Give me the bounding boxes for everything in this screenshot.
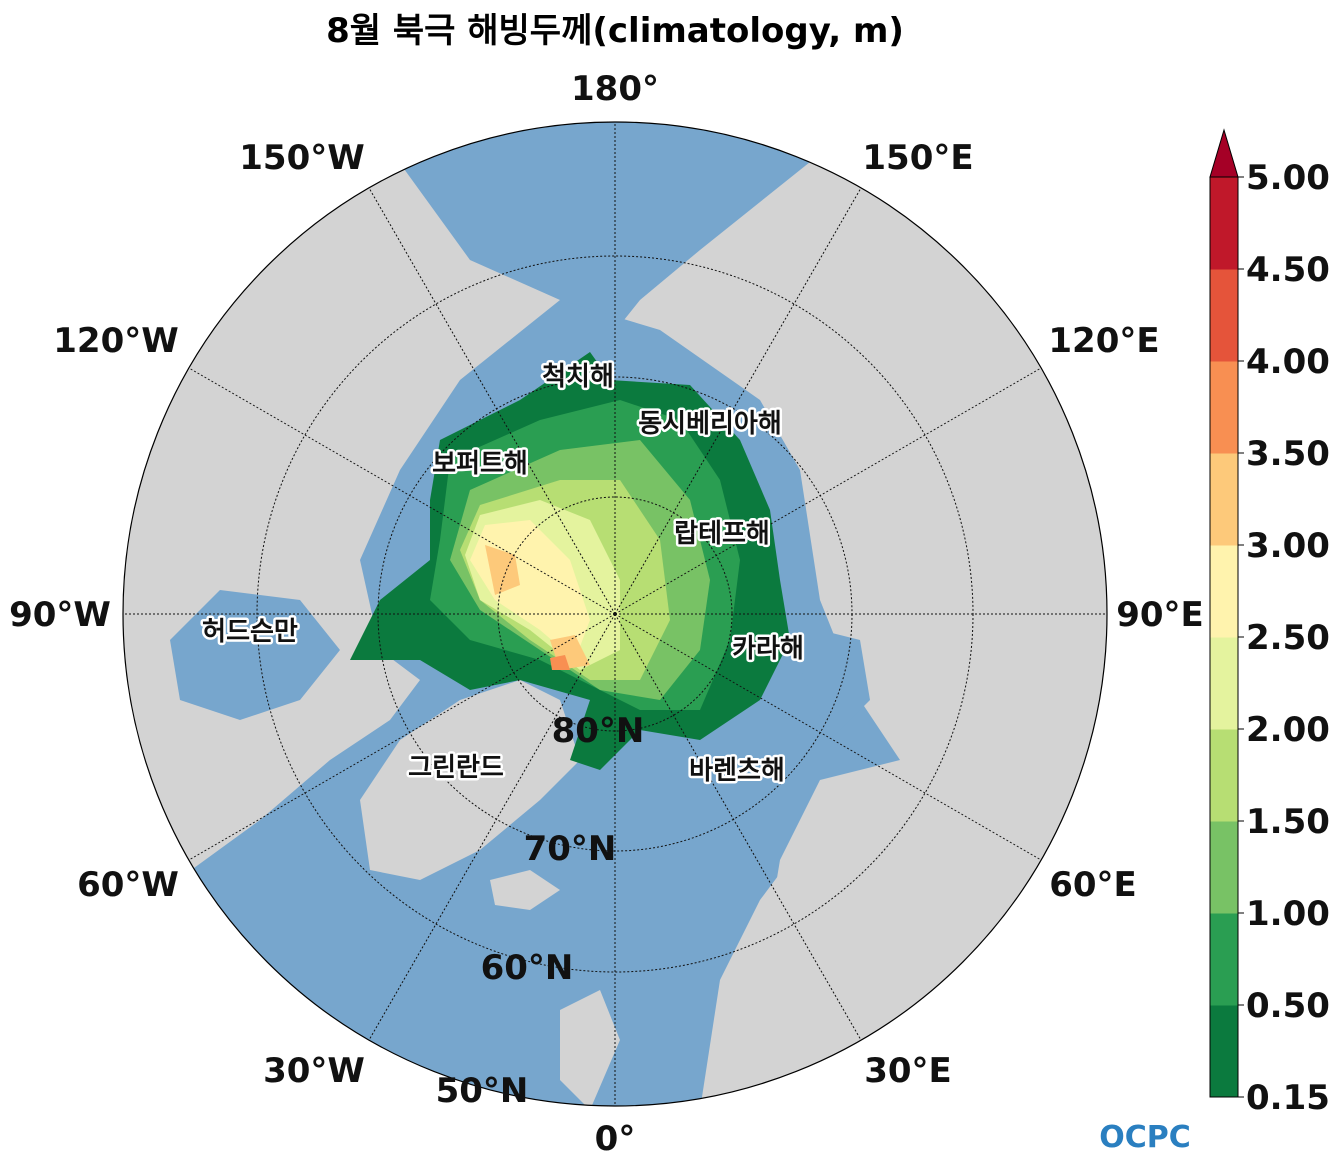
region-label: 랍테프해 [674, 519, 770, 549]
meridian [614, 613, 1042, 861]
latitude-label: 60°N [481, 948, 574, 988]
map-boundary [122, 121, 1108, 1107]
longitude-label: 150°W [239, 138, 364, 178]
meridian [188, 367, 616, 615]
colorbar-tick-label: 2.50 [1246, 618, 1330, 658]
colorbar-tick-label: 4.00 [1246, 342, 1330, 382]
colorbar-segment [1210, 177, 1238, 270]
colorbar-tick-label: 0.50 [1246, 986, 1330, 1026]
colorbar-segment [1210, 1005, 1238, 1098]
colorbar-tick-label: 3.00 [1246, 526, 1330, 566]
region-label: 카라해 [732, 634, 804, 664]
colorbar-extend [1209, 128, 1239, 178]
latitude-label: 50°N [436, 1071, 529, 1111]
logo: OCPC [1099, 1120, 1191, 1155]
meridian [614, 613, 862, 1041]
colorbar-tick-label: 3.50 [1246, 434, 1330, 474]
colorbar-tick-label: 0.15 [1246, 1078, 1330, 1118]
meridian [188, 613, 616, 861]
colorbar-tick-label: 4.50 [1246, 250, 1330, 290]
colorbar-tick-label: 1.50 [1246, 802, 1330, 842]
colorbar-segment [1210, 729, 1238, 822]
region-label: 동시베리아해 [638, 409, 782, 439]
colorbar-segment [1210, 637, 1238, 730]
longitude-label: 120°E [1048, 321, 1159, 361]
ice-contour [485, 545, 520, 595]
longitude-label: 60°E [1049, 865, 1137, 905]
longitude-label: 60°W [77, 865, 179, 905]
colorbar-segment [1210, 453, 1238, 546]
basemap [123, 122, 1107, 1106]
meridian [614, 187, 862, 615]
longitude-label: 150°E [862, 138, 973, 178]
colorbar-tick-label: 5.00 [1246, 158, 1330, 198]
longitude-label: 90°E [1116, 595, 1204, 635]
longitude-label: 0° [595, 1119, 636, 1159]
meridian [614, 367, 1042, 615]
colorbar-segment [1210, 361, 1238, 454]
graticule [123, 122, 1107, 1106]
colorbar-tick-label: 1.00 [1246, 894, 1330, 934]
region-label: 바렌츠해 [689, 756, 785, 786]
region-label: 척치해 [542, 362, 614, 392]
colorbar-segment [1210, 545, 1238, 638]
latitude-label: 80°N [552, 711, 645, 751]
longitude-label: 30°E [864, 1051, 952, 1091]
colorbar-segment [1210, 269, 1238, 362]
longitude-label: 120°W [53, 321, 178, 361]
region-label: 그린란드 [408, 753, 504, 783]
meridian [368, 613, 616, 1041]
meridian [368, 187, 616, 615]
colorbar-tick-label: 2.00 [1246, 710, 1330, 750]
longitude-label: 180° [571, 69, 659, 109]
latitude-label: 70°N [524, 829, 617, 869]
region-label: 허드슨만 [202, 617, 298, 647]
colorbar-segment [1210, 913, 1238, 1006]
colorbar-segment [1210, 821, 1238, 914]
longitude-label: 30°W [263, 1051, 365, 1091]
region-label: 보퍼트해 [432, 449, 528, 479]
title: 8월 북극 해빙두께(climatology, m) [326, 11, 904, 51]
ice-contour [550, 655, 570, 670]
longitude-label: 90°W [9, 595, 111, 635]
